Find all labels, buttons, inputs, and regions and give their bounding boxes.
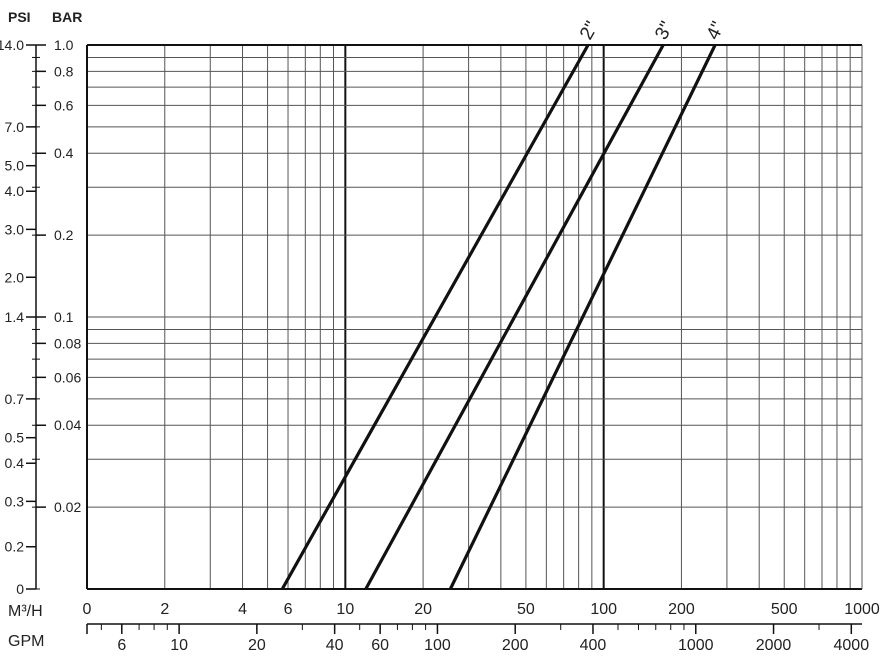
series-line: [364, 44, 665, 590]
psi-tick-label: 4.0: [5, 183, 25, 199]
bar-tick-label: 0.1: [54, 309, 74, 325]
axes: 1.0 0.8 0.6 0.4 0.2 0.1 0.08 0.06 0.04 0.02 14.0 7.…: [0, 37, 880, 654]
gpm-tick-label: 1000: [678, 637, 714, 654]
psi-tick-label: 14.0: [0, 37, 24, 53]
bar-tick-label: 0.04: [54, 417, 81, 433]
psi-tick-label: 0.3: [5, 493, 25, 509]
bar-unit-label: BAR: [52, 9, 82, 25]
m3h-tick-label: 500: [771, 601, 798, 618]
psi-tick-label: 2.0: [5, 269, 25, 285]
psi-tick-label: 1.4: [5, 309, 25, 325]
m3h-tick-label: 6: [284, 601, 293, 618]
series-lines: 2" 3" 4": [280, 18, 729, 590]
bar-tick-label: 0.08: [54, 335, 81, 351]
m3h-tick-label: 10: [336, 601, 354, 618]
m3h-tick-label: 4: [238, 601, 247, 618]
gpm-tick-label: 200: [502, 637, 529, 654]
gpm-tick-label: 100: [424, 637, 451, 654]
gpm-tick-label: 60: [371, 637, 389, 654]
psi-tick-label: 5.0: [5, 158, 25, 174]
gpm-tick-label: 10: [170, 637, 188, 654]
psi-tick-label: 0.7: [5, 391, 25, 407]
psi-tick-label: 0.2: [5, 539, 25, 555]
gpm-tick-label: 40: [326, 637, 344, 654]
m3h-tick-label: 1000: [844, 601, 880, 618]
m3h-tick-label: 200: [668, 601, 695, 618]
m3h-tick-label: 2: [160, 601, 169, 618]
bar-tick-label: 0.4: [54, 145, 74, 161]
series-label: 3": [651, 18, 678, 43]
psi-tick-label: 0: [16, 581, 24, 597]
m3h-unit-label: M³/H: [8, 603, 43, 620]
psi-tick-label: 3.0: [5, 221, 25, 237]
bar-tick-label: 0.6: [54, 97, 74, 113]
psi-tick-label: 0.5: [5, 430, 25, 446]
gpm-tick-label: 6: [117, 637, 126, 654]
m3h-tick-label: 100: [590, 601, 617, 618]
gpm-unit-label: GPM: [8, 633, 44, 650]
psi-unit-label: PSI: [8, 9, 31, 25]
bar-tick-label: 0.8: [54, 63, 74, 79]
bar-tick-label: 0.06: [54, 369, 81, 385]
series-label: 4": [703, 18, 729, 43]
bar-tick-label: 1.0: [54, 37, 74, 53]
gpm-tick-label: 20: [248, 637, 266, 654]
bar-tick-label: 0.02: [54, 499, 81, 515]
psi-tick-label: 0.4: [5, 455, 25, 471]
series-line: [280, 44, 590, 590]
gpm-tick-label: 4000: [834, 637, 870, 654]
series-line: [448, 44, 717, 590]
psi-tick-label: 7.0: [5, 119, 25, 135]
m3h-tick-label: 0: [83, 601, 92, 618]
series-label: 2": [576, 18, 603, 43]
m3h-tick-label: 50: [517, 601, 535, 618]
grid: [86, 44, 863, 590]
bar-tick-label: 0.2: [54, 227, 74, 243]
gpm-tick-label: 400: [580, 637, 607, 654]
m3h-tick-label: 20: [414, 601, 432, 618]
gpm-tick-label: 2000: [756, 637, 792, 654]
